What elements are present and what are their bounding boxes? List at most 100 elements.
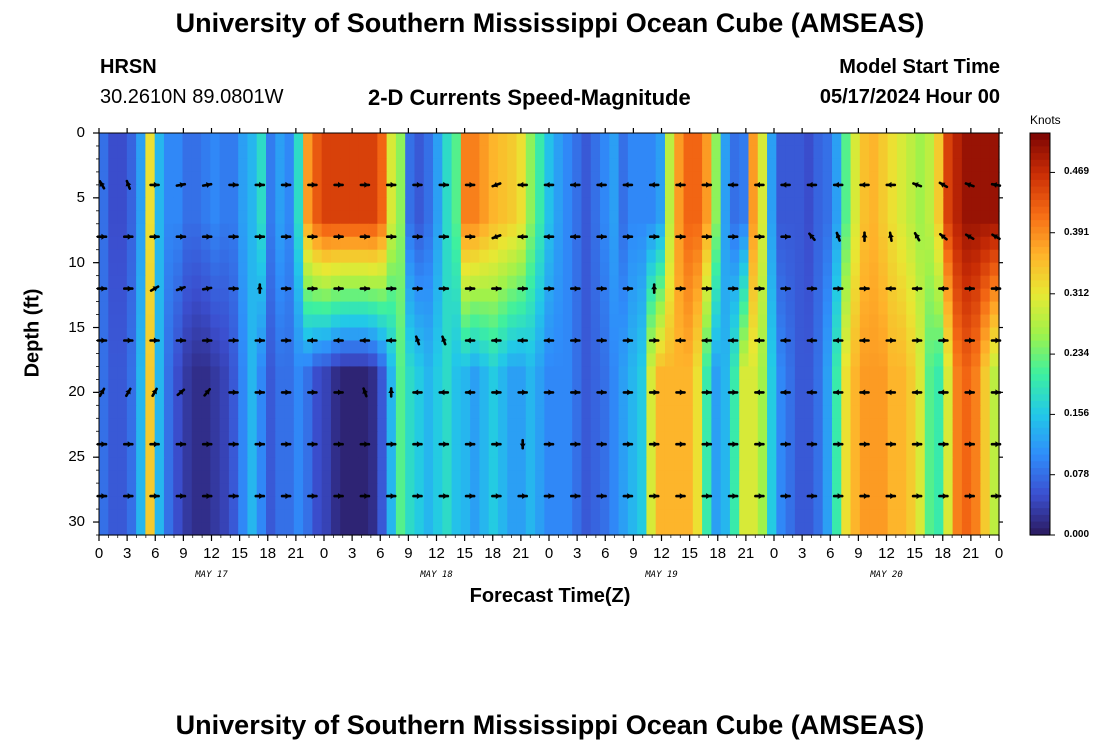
heatmap-cell: [442, 418, 453, 432]
heatmap-cell: [804, 249, 815, 264]
heatmap-cell: [330, 288, 341, 303]
heatmap-cell: [126, 366, 137, 380]
heatmap-cell: [702, 353, 712, 368]
current-arrow-head: [995, 441, 1000, 448]
heatmap-cell: [210, 431, 221, 445]
heatmap-cell: [284, 392, 295, 406]
current-arrow-head: [679, 389, 685, 396]
heatmap-cell: [934, 405, 944, 419]
heatmap-cell: [785, 288, 796, 303]
heatmap-cell: [126, 184, 137, 199]
heatmap-cell: [108, 327, 119, 342]
heatmap-cell: [757, 249, 768, 264]
heatmap-cell: [99, 210, 109, 225]
heatmap-cell: [293, 366, 304, 380]
heatmap-cell: [943, 366, 954, 380]
heatmap-cell: [924, 366, 935, 380]
heatmap-cell: [841, 184, 852, 199]
heatmap-cell: [423, 158, 434, 173]
current-arrow-head: [390, 493, 396, 499]
colorbar-tick-label: 0.469: [1064, 166, 1090, 178]
heatmap-cell: [748, 405, 759, 419]
heatmap-cell: [915, 327, 926, 342]
heatmap-cell: [924, 275, 935, 290]
heatmap-cell: [99, 262, 109, 277]
current-arrow-head: [913, 285, 918, 292]
heatmap-cell: [943, 340, 954, 355]
current-arrow-head: [492, 337, 498, 344]
heatmap-cell: [340, 392, 351, 406]
heatmap-cell: [544, 353, 555, 368]
heatmap-cell: [312, 197, 323, 212]
heatmap-cell: [785, 158, 796, 173]
heatmap-cell: [646, 171, 657, 186]
heatmap-cell: [275, 158, 286, 173]
heatmap-cell: [850, 262, 861, 277]
heatmap-cell: [813, 470, 824, 484]
heatmap-cell: [785, 262, 796, 277]
heatmap-cell: [154, 223, 165, 238]
heatmap-cell: [460, 210, 471, 225]
day-label: MAY 20: [870, 570, 903, 580]
heatmap-cell: [238, 353, 249, 368]
heatmap-cell: [878, 405, 889, 419]
heatmap-cell: [163, 301, 174, 316]
heatmap-cell: [405, 184, 416, 199]
heatmap-cell: [674, 314, 685, 329]
heatmap-cell: [219, 509, 230, 523]
heatmap-cell: [312, 275, 323, 290]
heatmap-cell: [934, 366, 944, 380]
heatmap-cell: [785, 145, 796, 160]
heatmap-cell: [776, 171, 787, 186]
heatmap-cell: [989, 171, 1000, 186]
current-arrow-head: [939, 182, 946, 188]
heatmap-cell: [460, 496, 471, 510]
heatmap-cell: [850, 379, 861, 393]
heatmap-cell: [247, 236, 258, 251]
heatmap-cell: [553, 392, 564, 406]
heatmap-cell: [275, 496, 286, 510]
heatmap-cell: [637, 275, 648, 290]
heatmap-cell: [859, 197, 870, 212]
heatmap-cell: [702, 418, 712, 432]
heatmap-cell: [934, 210, 944, 225]
heatmap-cell: [711, 340, 722, 355]
heatmap-cell: [896, 158, 907, 173]
current-arrow-head: [653, 389, 659, 396]
heatmap-cell: [173, 496, 184, 510]
heatmap-cell: [442, 444, 453, 458]
heatmap-cell: [330, 405, 341, 419]
heatmap-cell: [674, 496, 685, 510]
heatmap-cell: [989, 262, 1000, 277]
heatmap-cell: [488, 301, 499, 316]
heatmap-cell: [646, 210, 657, 225]
heatmap-cell: [627, 431, 638, 445]
heatmap-cell: [163, 353, 174, 368]
heatmap-cell: [433, 431, 443, 445]
heatmap-cell: [358, 158, 369, 173]
colorbar-segment: [1030, 494, 1050, 503]
heatmap-cell: [915, 379, 926, 393]
current-arrow-head: [413, 389, 419, 396]
heatmap-cell: [247, 379, 258, 393]
heatmap-cell: [145, 340, 156, 355]
heatmap-cell: [210, 171, 221, 186]
heatmap-cell: [377, 249, 388, 264]
heatmap-cell: [126, 210, 137, 225]
heatmap-cell: [720, 418, 731, 432]
heatmap-cell: [507, 314, 518, 329]
heatmap-cell: [943, 496, 954, 510]
heatmap-cell: [822, 470, 833, 484]
heatmap-cell: [210, 262, 221, 277]
heatmap-cell: [330, 158, 341, 173]
heatmap-cell: [358, 210, 369, 225]
heatmap-cell: [284, 522, 295, 536]
heatmap-cell: [572, 133, 583, 147]
heatmap-cell: [980, 327, 991, 342]
heatmap-cell: [590, 145, 601, 160]
current-arrow-head: [443, 493, 448, 499]
heatmap-cell: [952, 275, 963, 290]
current-arrow-head: [311, 493, 317, 499]
heatmap-cell: [869, 470, 879, 484]
current-arrow-head: [732, 389, 738, 396]
